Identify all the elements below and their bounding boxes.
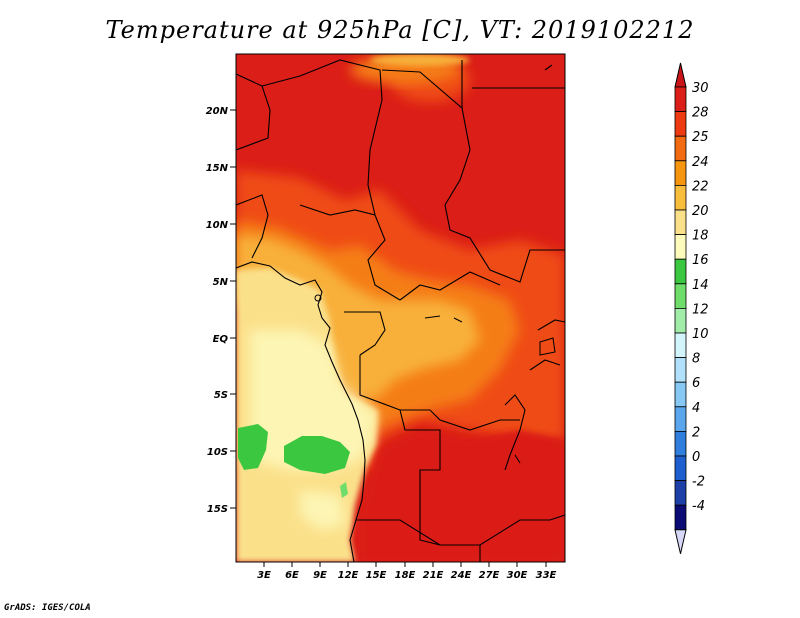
- colorbar-swatch: [674, 406, 687, 432]
- colorbar-level-label: 2: [692, 425, 700, 440]
- colorbar-over-triangle: [674, 62, 687, 88]
- lon-label: 33E: [536, 570, 557, 581]
- lon-label: 21E: [423, 570, 444, 581]
- lon-label: 6E: [285, 570, 299, 581]
- colorbar-swatch: [674, 234, 687, 260]
- colorbar-swatch: [674, 160, 687, 186]
- software-credit: GrADS: IGES/COLA: [4, 603, 91, 613]
- lat-label: 10S: [207, 447, 228, 458]
- lat-label: EQ: [213, 334, 229, 345]
- temperature-field: [236, 54, 565, 562]
- colorbar-swatch: [674, 307, 687, 334]
- colorbar-level-label: 20: [692, 204, 709, 219]
- map-title: Temperature at 925hPa [C], VT: 201910221…: [105, 16, 695, 44]
- lon-label: 9E: [313, 570, 327, 581]
- colorbar-level-label: 12: [692, 302, 709, 317]
- colorbar-swatch: [674, 283, 687, 309]
- lon-label: 27E: [479, 570, 500, 581]
- colorbar-level-label: 16: [692, 253, 709, 268]
- lat-label: 10N: [206, 220, 229, 231]
- colorbar-swatch: [674, 332, 687, 359]
- colorbar-swatch: [674, 480, 687, 506]
- colorbar-level-label: 25: [692, 130, 709, 145]
- colorbar-swatch: [674, 455, 687, 482]
- colorbar-level-label: 22: [692, 179, 709, 194]
- lon-label: 30E: [507, 570, 528, 581]
- colorbar-level-label: 18: [692, 229, 709, 244]
- colorbar-swatch: [674, 184, 687, 211]
- lat-label: 15N: [206, 163, 229, 174]
- colorbar-level-label: 24: [692, 155, 709, 170]
- colorbar-swatch: [674, 504, 687, 531]
- colorbar-level-label: 8: [692, 352, 700, 367]
- lat-label: 5S: [214, 390, 228, 401]
- lat-label: 20N: [206, 106, 229, 117]
- colorbar-level-label: 28: [692, 106, 709, 121]
- lon-label: 24E: [451, 570, 472, 581]
- lon-label: 18E: [395, 570, 416, 581]
- lon-label: 12E: [338, 570, 359, 581]
- lat-label: 5N: [213, 277, 229, 288]
- colorbar-swatch: [674, 209, 687, 236]
- colorbar-under-triangle: [674, 529, 687, 554]
- lat-label: 15S: [207, 504, 228, 515]
- colorbar-level-label: 14: [692, 278, 709, 293]
- colorbar-swatch: [674, 135, 687, 162]
- colorbar-swatch: [674, 258, 687, 285]
- colorbar-level-label: 10: [692, 327, 709, 342]
- map-frame: [235, 53, 566, 563]
- latitude-axis: 20N 15N 10N 5N EQ 5S 10S 15S: [206, 106, 236, 515]
- colorbar-level-label: -4: [692, 499, 705, 514]
- colorbar-level-label: 6: [692, 376, 700, 391]
- colorbar-swatch: [674, 430, 687, 457]
- colorbar-level-label: -2: [692, 475, 705, 490]
- lon-label: 15E: [366, 570, 387, 581]
- colorbar-level-label: 4: [692, 401, 700, 416]
- colorbar-swatch: [674, 357, 687, 383]
- longitude-axis: 3E 6E 9E 12E 15E 18E 21E 24E 27E 30E 33E: [257, 562, 557, 581]
- colorbar-level-label: 30: [692, 81, 709, 96]
- lon-label: 3E: [257, 570, 271, 581]
- colorbar-swatch: [674, 86, 687, 113]
- colorbar-swatch: [674, 381, 687, 408]
- colorbar-swatch: [674, 111, 687, 137]
- colorbar-level-label: 0: [692, 450, 700, 465]
